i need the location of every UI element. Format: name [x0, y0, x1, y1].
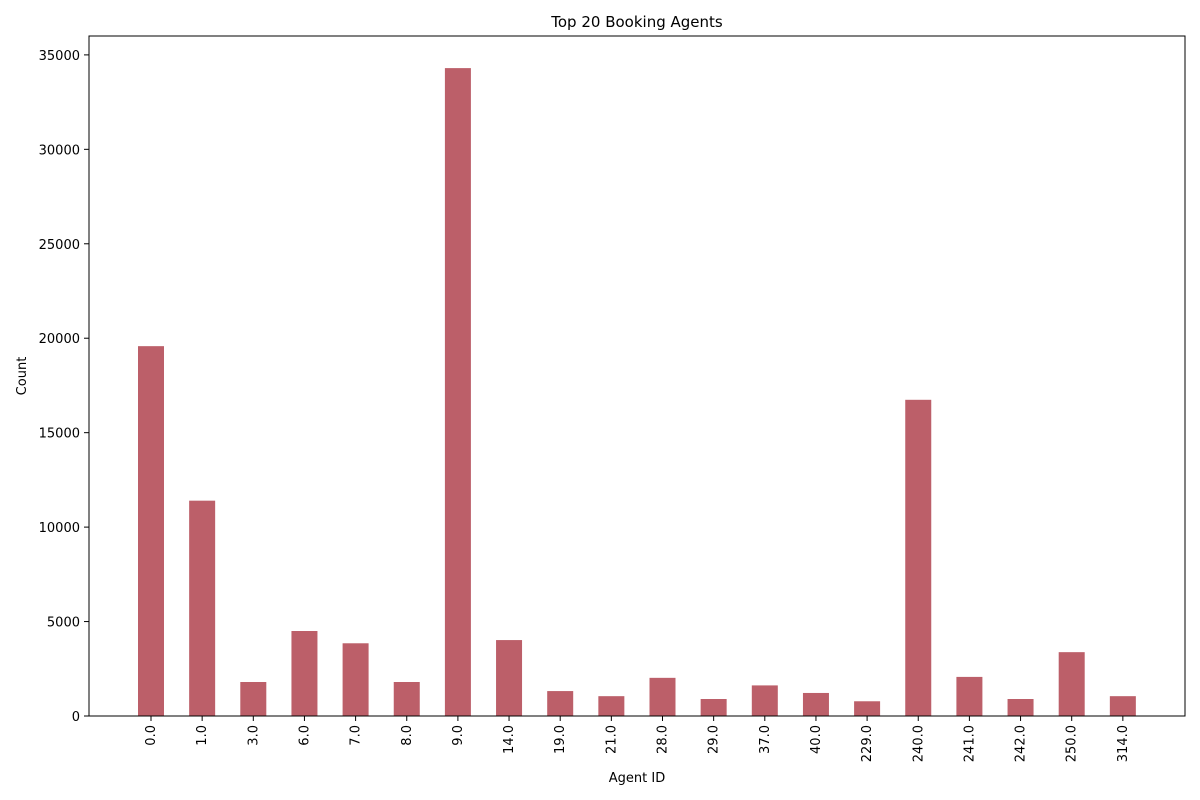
y-tick-label: 30000 — [39, 143, 80, 158]
x-tick-label: 241.0 — [962, 725, 977, 762]
x-tick-label: 8.0 — [400, 725, 415, 746]
y-tick-label: 35000 — [39, 49, 80, 64]
x-tick-label: 229.0 — [860, 725, 875, 762]
bar-0.0 — [138, 346, 164, 716]
y-tick-label: 25000 — [39, 238, 80, 253]
bar-29.0 — [700, 699, 727, 716]
bar-40.0 — [802, 692, 829, 716]
x-tick-label: 37.0 — [758, 725, 773, 754]
x-tick-label: 21.0 — [604, 725, 619, 754]
bar-28.0 — [649, 677, 676, 716]
x-tick-label: 1.0 — [195, 725, 210, 746]
y-tick-label: 10000 — [39, 521, 80, 536]
bar-242.0 — [1007, 699, 1034, 716]
x-tick-label: 9.0 — [451, 725, 466, 746]
y-tick-label: 0 — [72, 710, 80, 725]
bar-7.0 — [342, 643, 369, 716]
bar-8.0 — [393, 682, 420, 716]
bar-3.0 — [240, 682, 267, 716]
bar-250.0 — [1058, 652, 1085, 716]
x-tick-label: 240.0 — [911, 725, 926, 762]
y-axis-label: Count — [15, 357, 30, 396]
y-tick-label: 20000 — [39, 332, 80, 347]
x-tick-label: 314.0 — [1116, 725, 1131, 762]
bar-19.0 — [547, 691, 574, 716]
x-axis: 0.0 1.0 3.0 6.0 7.0 8.0 9.0 14.0 19.0 21.0 28.0 29.… — [144, 716, 1131, 762]
bar-241.0 — [956, 676, 983, 716]
bar-6.0 — [291, 631, 318, 716]
bar-1.0 — [189, 500, 216, 716]
bar-229.0 — [854, 701, 881, 716]
x-tick-label: 6.0 — [297, 725, 312, 746]
x-tick-label: 19.0 — [553, 725, 568, 754]
bar-240.0 — [905, 399, 932, 716]
chart-title: Top 20 Booking Agents — [550, 13, 723, 31]
bar-14.0 — [496, 640, 523, 716]
x-tick-label: 7.0 — [349, 725, 364, 746]
x-tick-label: 14.0 — [502, 725, 517, 754]
y-axis: 0 5000 10000 15000 20000 25000 30000 35000 — [39, 49, 89, 725]
bar-314.0 — [1109, 696, 1136, 716]
bar-21.0 — [598, 696, 625, 716]
x-tick-label: 28.0 — [656, 725, 671, 754]
bar-9.0 — [444, 68, 471, 717]
bar-37.0 — [751, 685, 778, 716]
x-tick-label: 250.0 — [1065, 725, 1080, 762]
plot-area-frame — [88, 35, 1186, 717]
y-tick-label: 5000 — [47, 616, 80, 631]
x-tick-label: 0.0 — [144, 725, 159, 746]
y-tick-label: 15000 — [39, 427, 80, 442]
x-tick-label: 3.0 — [246, 725, 261, 746]
bars-group — [138, 68, 1136, 717]
x-tick-label: 242.0 — [1014, 725, 1029, 762]
x-tick-label: 40.0 — [809, 725, 824, 754]
x-tick-label: 29.0 — [707, 725, 722, 754]
x-axis-label: Agent ID — [609, 771, 665, 786]
